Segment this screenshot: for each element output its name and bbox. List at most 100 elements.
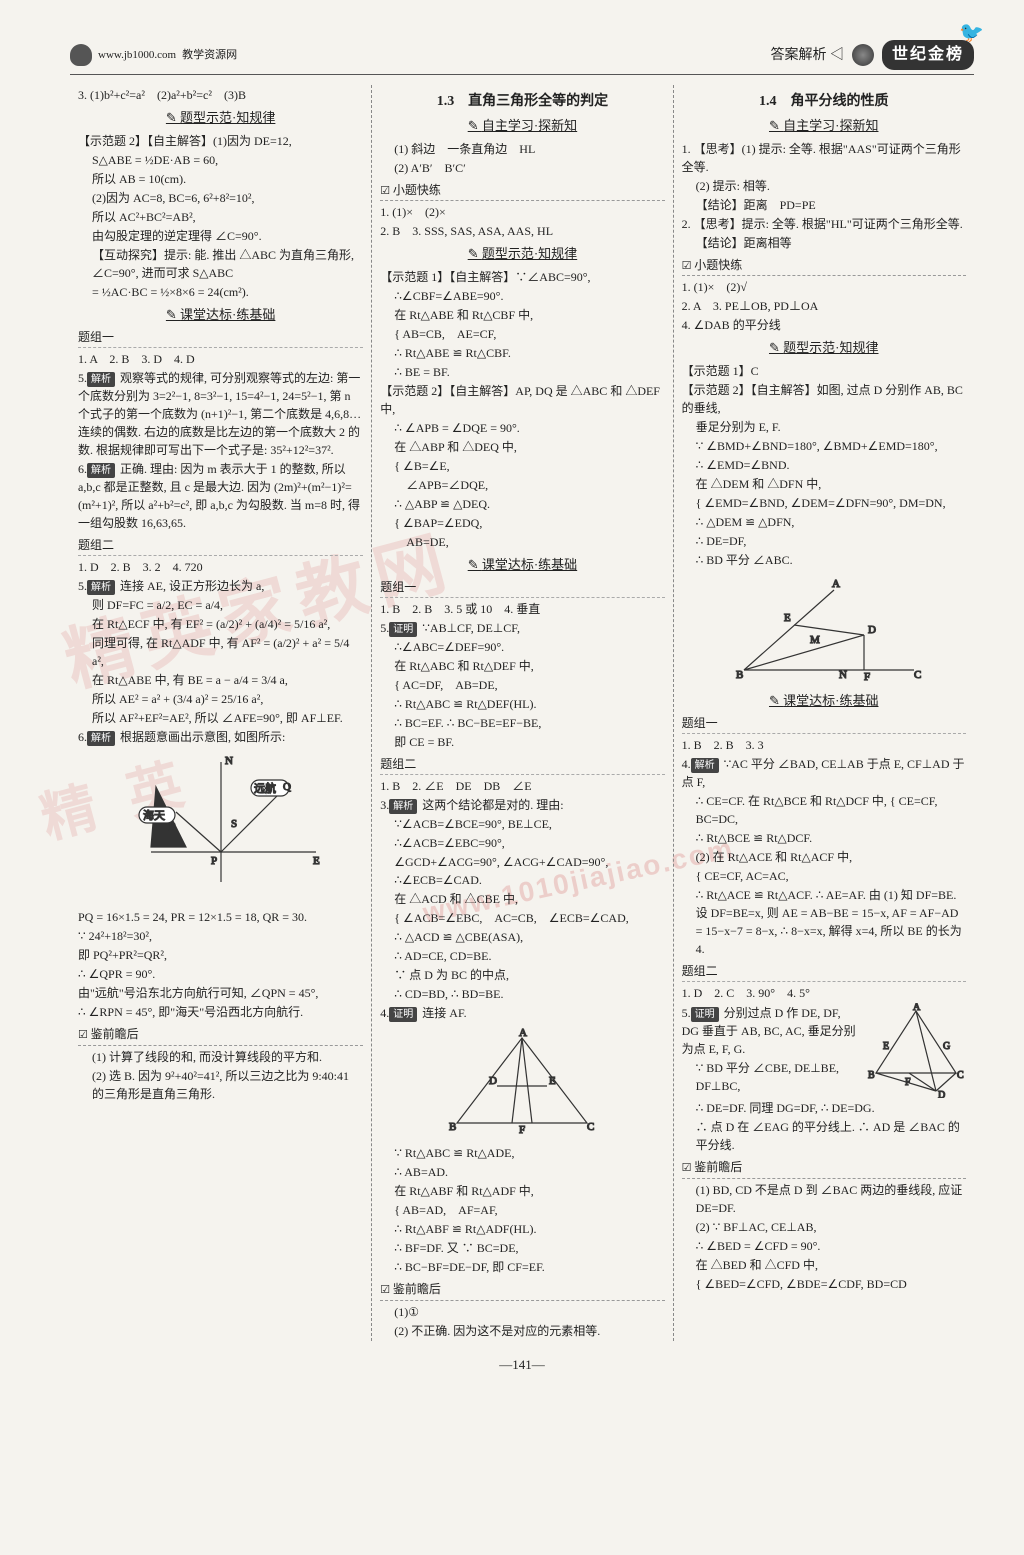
num: 3. <box>380 798 389 812</box>
c3-a3: ∴ ∠BED = ∠CFD = 90°. <box>682 1237 966 1255</box>
badge-jiexi: 解析 <box>87 463 115 478</box>
c2-self2: (2) A′B′ B′C′ <box>380 159 664 177</box>
c2-ex1b: ∴∠CBF=∠ABE=90°. <box>380 287 664 305</box>
c3-quick1: 1. (1)× (2)√ <box>682 278 966 296</box>
c2-q5c5: ∴ Rt△ABC ≌ Rt△DEF(HL). <box>380 695 664 713</box>
badge-zm: 证明 <box>691 1007 719 1022</box>
txt: 正确. 理由: 因为 m 表示大于 1 的整数, 所以 a,b,c 都是正整数,… <box>78 462 360 530</box>
c2-g2: 题组二 <box>380 755 664 775</box>
c2-g1-ans: 1. B 2. B 3. 5 或 10 4. 垂直 <box>380 600 664 618</box>
c1-after1: (1) 计算了线段的和, 而没计算线段的平方和. <box>78 1048 363 1066</box>
svg-text:A: A <box>913 1003 921 1013</box>
c2-q4-5: { AB=AD, AF=AF, <box>380 1201 664 1219</box>
c3-q4-5: { CE=CF, AC=AC, <box>682 867 966 885</box>
c3-quick2: 2. A 3. PE⊥OB, PD⊥OA <box>682 297 966 315</box>
c3-ex2h: ∴ DE=DF, <box>682 532 966 550</box>
c3-ex2c: ∵ ∠BMD+∠BND=180°, ∠BMD+∠EMD=180°, <box>682 437 966 455</box>
c2-q3d: 3.解析 这两个结论都是对的. 理由: <box>380 796 664 814</box>
c1-ex2e: 所以 AC²+BC²=AB², <box>78 208 363 226</box>
c3-q4-6: ∴ Rt△ACE ≌ Rt△ACF. ∴ AE=AF. 由 (1) 知 DF=B… <box>682 886 966 958</box>
svg-text:海天: 海天 <box>143 808 165 822</box>
c3-a2: (2) ∵ BF⊥AC, CE⊥AB, <box>682 1218 966 1236</box>
c3-a5: { ∠BED=∠CFD, ∠BDE=∠CDF, BD=CD <box>682 1275 966 1293</box>
c3-ex2a: 【示范题 2】【自主解答】如图, 过点 D 分别作 AB, BC 的垂线, <box>682 381 966 417</box>
txt: 连接 AF. <box>419 1006 466 1020</box>
c1-g1-ans: 1. A 2. B 3. D 4. D <box>78 350 363 368</box>
svg-text:B: B <box>449 1121 456 1133</box>
site-url: www.jb1000.com <box>98 47 176 64</box>
c2-q5c2: ∴∠ABC=∠DEF=90°. <box>380 638 664 656</box>
c3-s1b: (2) 提示: 相等. <box>682 177 966 195</box>
c2-self-hdr: 自主学习·探新知 <box>380 116 664 136</box>
c3-ex1a: 【示范题 1】C <box>682 362 966 380</box>
svg-text:G: G <box>943 1041 950 1052</box>
c2-q5c4: { AC=DF, AB=DE, <box>380 676 664 694</box>
c2-q4-6: ∴ Rt△ABF ≌ Rt△ADF(HL). <box>380 1220 664 1238</box>
svg-text:C: C <box>957 1070 964 1081</box>
c3-q4-2: ∴ CE=CF. 在 Rt△BCE 和 Rt△DCF 中, { CE=CF, B… <box>682 792 966 828</box>
col-3: 1.4 角平分线的性质 自主学习·探新知 1. 【思考】(1) 提示: 全等. … <box>673 85 974 1341</box>
c3-base-hdr: 课堂达标·练基础 <box>682 691 966 711</box>
svg-text:F: F <box>519 1124 525 1136</box>
c3-ex2e: 在 △DEM 和 △DFN 中, <box>682 475 966 493</box>
c3-q5-4: ∴ 点 D 在 ∠EAG 的平分线上. ∴ AD 是 ∠BAC 的平分线. <box>682 1118 966 1154</box>
c2-q5c: 5.证明 ∵AB⊥CF, DE⊥CF, <box>380 619 664 637</box>
svg-text:D: D <box>489 1075 497 1087</box>
c3-ex2g: ∴ △DEM ≌ △DFN, <box>682 513 966 531</box>
page: www.jb1000.com 教学资源网 答案解析 ◁ 世纪金榜 精英家教网 精… <box>0 0 1024 1404</box>
c3-q4-3: ∴ Rt△BCE ≌ Rt△DCF. <box>682 829 966 847</box>
c3-s1c: 【结论】距离 PD=PE <box>682 196 966 214</box>
svg-text:M: M <box>810 634 820 646</box>
num: 4. <box>682 757 691 771</box>
c2-q3-7: ∴ △ACD ≌ △CBE(ASA), <box>380 928 664 946</box>
c1-ad-c: 即 PQ²+PR²=QR², <box>78 946 363 964</box>
c3-q4-4: (2) 在 Rt△ACE 和 Rt△ACF 中, <box>682 848 966 866</box>
svg-text:C: C <box>587 1121 594 1133</box>
c2-ex2b: ∴ ∠APB = ∠DQE = 90°. <box>380 419 664 437</box>
txt: ∵AB⊥CF, DE⊥CF, <box>419 621 520 635</box>
c3-a1: (1) BD, CD 不是点 D 到 ∠BAC 两边的垂线段, 应证 DE=DF… <box>682 1181 966 1217</box>
svg-text:B: B <box>868 1070 875 1081</box>
brand-badge: 世纪金榜 <box>882 40 974 70</box>
page-header: www.jb1000.com 教学资源网 答案解析 ◁ 世纪金榜 <box>70 40 974 75</box>
c2-after-hdr: 鉴前瞻后 <box>380 1280 664 1301</box>
badge-jiexi: 解析 <box>691 758 719 773</box>
txt: 观察等式的规律, 可分别观察等式的左边: 第一个底数分别为 3=2²−1, 8=… <box>78 371 361 457</box>
page-footer: —141— <box>70 1355 974 1375</box>
svg-text:N: N <box>839 669 847 681</box>
c1-ex2c: 所以 AB = 10(cm). <box>78 170 363 188</box>
c1-q6b: 6.解析 根据题意画出示意图, 如图所示: <box>78 728 363 746</box>
c2-q4-3: ∴ AB=AD. <box>380 1163 664 1181</box>
txt: ∵AC 平分 ∠BAD, CE⊥AB 于点 E, CF⊥AD 于点 F, <box>682 757 965 789</box>
txt: 连接 AE, 设正方形边长为 a, <box>117 579 264 593</box>
svg-text:E: E <box>313 855 320 867</box>
col-1: 3. (1)b²+c²=a² (2)a²+b²=c² (3)B 题型示范·知规律… <box>70 85 371 1341</box>
svg-text:E: E <box>883 1041 889 1052</box>
c1-after-hdr: 鉴前瞻后 <box>78 1025 363 1046</box>
svg-text:R: R <box>169 821 177 833</box>
c2-q3-4: ∠GCD+∠ACG=90°, ∠ACG+∠CAD=90°, ∴∠ECB=∠CAD… <box>380 853 664 889</box>
svg-text:F: F <box>905 1077 911 1088</box>
num: 5. <box>78 371 87 385</box>
svg-text:D: D <box>868 624 876 636</box>
num: 6. <box>78 730 87 744</box>
c3-rule-hdr: 题型示范·知规律 <box>682 338 966 358</box>
svg-text:B: B <box>736 669 743 681</box>
num: 6. <box>78 462 87 476</box>
c2-g2-ans: 1. B 2. ∠E DE DB ∠E <box>380 777 664 795</box>
c2-quick-hdr: 小题快练 <box>380 181 664 202</box>
seal-icon <box>852 44 874 66</box>
num: 5. <box>380 621 389 635</box>
num: 5. <box>78 579 87 593</box>
c2-q3-10: ∴ CD=BD, ∴ BD=BE. <box>380 985 664 1003</box>
c2-ex2a: 【示范题 2】【自主解答】AP, DQ 是 △ABC 和 △DEF 中, <box>380 382 664 418</box>
c3-q4: 4.解析 ∵AC 平分 ∠BAD, CE⊥AB 于点 E, CF⊥AD 于点 F… <box>682 755 966 791</box>
svg-text:N: N <box>225 755 233 767</box>
c2-ex1a: 【示范题 1】【自主解答】∵∠ABC=90°, <box>380 268 664 286</box>
badge-zm: 证明 <box>389 1007 417 1022</box>
num: 5. <box>682 1006 691 1020</box>
svg-text:C: C <box>914 669 921 681</box>
c3-quick3: 4. ∠DAB 的平分线 <box>682 316 966 334</box>
c2-ex2h: AB=DE, <box>380 533 664 551</box>
answer-label: 答案解析 ◁ <box>770 45 844 66</box>
